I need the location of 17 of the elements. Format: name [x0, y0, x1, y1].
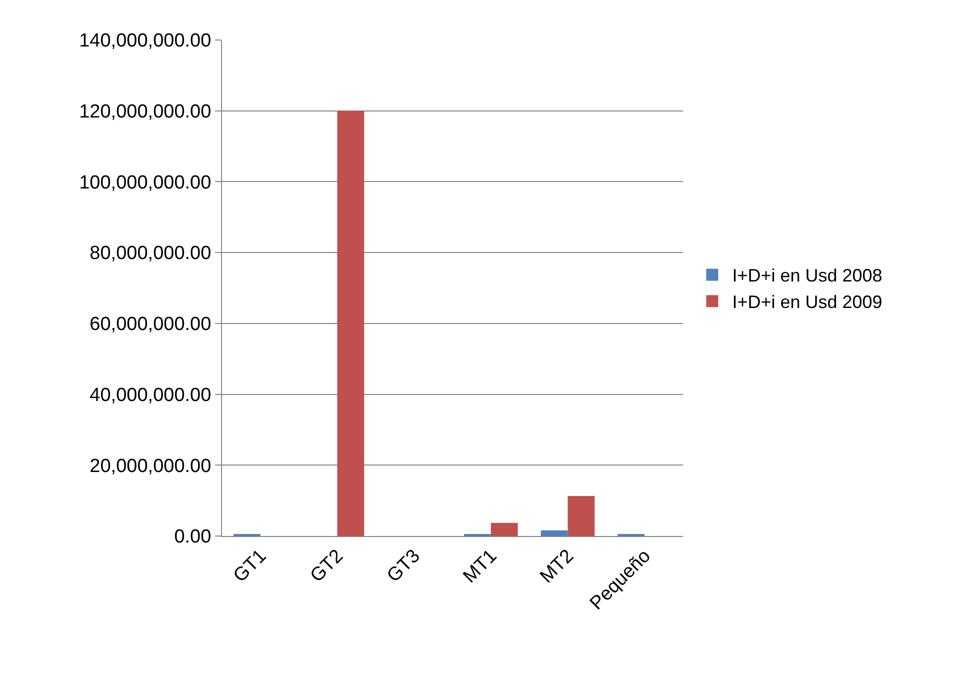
- y-tick-label: 20,000,000.00: [90, 456, 212, 477]
- y-tick-label: 80,000,000.00: [90, 243, 212, 264]
- bar: [568, 496, 595, 536]
- x-tick-label: GT3: [383, 546, 424, 587]
- x-tick-label: GT2: [306, 546, 348, 587]
- y-tick-label: 40,000,000.00: [90, 384, 212, 406]
- y-tick-label: 140,000,000.00: [79, 30, 212, 52]
- y-tick-label: 60,000,000.00: [90, 314, 212, 336]
- y-tick-label: 120,000,000.00: [79, 102, 212, 123]
- y-tick-label: 0.00: [174, 526, 212, 548]
- bar: [540, 530, 568, 536]
- bar: [337, 110, 364, 536]
- y-tick-label: 100,000,000.00: [79, 172, 212, 194]
- legend-label: I+D+i en Usd 2008: [732, 266, 882, 286]
- x-tick-label: GT1: [230, 546, 271, 587]
- legend-label: I+D+i en Usd 2009: [732, 292, 882, 312]
- bar: [490, 522, 518, 536]
